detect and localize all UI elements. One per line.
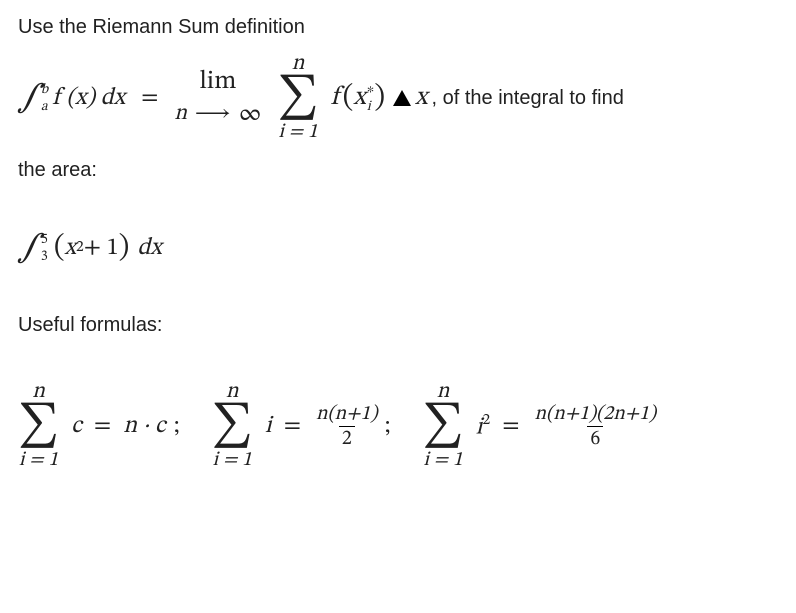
intro-text: Use the Riemann Sum definition xyxy=(18,16,778,39)
f3-num: n(n+1)(2n+1) xyxy=(532,404,660,426)
sum-block: n ∑ i = 1 xyxy=(277,53,318,143)
problem-integral: ∫ 5 3 ( x 2 + 1 ) dx xyxy=(18,232,778,264)
lparen: ( xyxy=(343,83,354,113)
summand: f ( x ∗ i ) xyxy=(331,83,385,114)
f2-sigma-icon: ∑ xyxy=(212,404,253,448)
f3-den: 6 xyxy=(587,426,603,449)
area-label: the area: xyxy=(18,159,778,182)
f1-eq: = xyxy=(94,414,111,438)
fn-f: f xyxy=(331,85,339,111)
riemann-definition: ∫ b a f (x) dx = lim n ⟶ ∞ n ∑ i = 1 f (… xyxy=(18,53,778,143)
limit-block: lim n ⟶ ∞ xyxy=(174,69,261,127)
f3-bot: i = 1 xyxy=(423,450,462,471)
integrand: f (x) dx xyxy=(52,86,125,110)
prob-upper: 5 xyxy=(41,233,48,247)
lim-arrow: ⟶ xyxy=(195,103,230,126)
f1-bot: i = 1 xyxy=(19,450,58,471)
f2-lhs: i xyxy=(265,414,272,438)
lim-word: lim xyxy=(199,69,236,96)
f2-den: 2 xyxy=(339,426,355,449)
f3-lhs-i: i xyxy=(476,415,483,439)
f1-sigma-icon: ∑ xyxy=(18,404,59,448)
definition-tail: , of the integral to find xyxy=(432,88,624,108)
delta-icon xyxy=(393,90,411,106)
f3-lhs: i2 xyxy=(476,413,491,439)
f2-num: n(n+1) xyxy=(313,404,381,426)
f3-sum-block: n ∑ i = 1 xyxy=(422,381,463,471)
x-star: ∗ xyxy=(367,83,375,97)
prob-rparen: ) xyxy=(119,233,130,263)
integral-upper: b xyxy=(41,83,48,97)
f3-top: n xyxy=(437,381,450,404)
var-x: x xyxy=(353,85,365,111)
lim-inf: ∞ xyxy=(239,102,262,127)
f2-eq: = xyxy=(284,414,301,438)
sum-bot: i = 1 xyxy=(278,122,317,143)
prob-plus1: + 1 xyxy=(84,236,119,260)
x-supsub: ∗ i xyxy=(367,83,375,114)
integral-symbol: ∫ xyxy=(18,82,40,114)
integral-lower: a xyxy=(41,100,48,114)
f3-fraction: n(n+1)(2n+1) 6 xyxy=(532,404,660,449)
f2-sep: ; xyxy=(385,414,391,438)
prob-x: x xyxy=(65,236,77,260)
prob-integral-limits: 5 3 xyxy=(41,233,48,264)
formula-sum-i-squared: n ∑ i = 1 i2 = n(n+1)(2n+1) 6 xyxy=(422,381,659,471)
equals-sign: = xyxy=(141,86,158,110)
prob-x-sq: 2 xyxy=(76,240,84,256)
x-sub-i: i xyxy=(367,100,375,114)
f1-top: n xyxy=(32,381,45,404)
f1-sum-block: n ∑ i = 1 xyxy=(18,381,59,471)
formula-sum-constant: n ∑ i = 1 c = n · c ; xyxy=(18,381,180,471)
f2-bot: i = 1 xyxy=(213,450,252,471)
formulas-row: n ∑ i = 1 c = n · c ; n ∑ i = 1 i = n(n+… xyxy=(18,381,778,471)
formula-sum-i: n ∑ i = 1 i = n(n+1) 2 ; xyxy=(212,381,391,471)
f2-top: n xyxy=(226,381,239,404)
prob-integral-symbol: ∫ xyxy=(18,232,40,264)
lim-var: n xyxy=(174,103,187,126)
prob-dx: dx xyxy=(137,236,161,260)
f2-sum-block: n ∑ i = 1 xyxy=(212,381,253,471)
f1-lhs: c xyxy=(71,414,82,438)
f1-sep: ; xyxy=(174,414,180,438)
f3-sigma-icon: ∑ xyxy=(422,404,463,448)
f3-lhs-sup: 2 xyxy=(483,412,491,428)
useful-label: Useful formulas: xyxy=(18,314,778,337)
prob-lower: 3 xyxy=(41,250,48,264)
lim-below: n ⟶ ∞ xyxy=(174,102,261,127)
prob-lparen: ( xyxy=(54,233,65,263)
f3-eq: = xyxy=(502,414,519,438)
f1-rhs: n · c xyxy=(123,414,166,438)
rparen: ) xyxy=(374,83,385,113)
delta-x: x xyxy=(415,85,427,111)
sum-top: n xyxy=(292,53,305,76)
integral-limits: b a xyxy=(41,83,48,114)
f2-fraction: n(n+1) 2 xyxy=(313,404,381,449)
sigma-icon: ∑ xyxy=(277,76,318,120)
